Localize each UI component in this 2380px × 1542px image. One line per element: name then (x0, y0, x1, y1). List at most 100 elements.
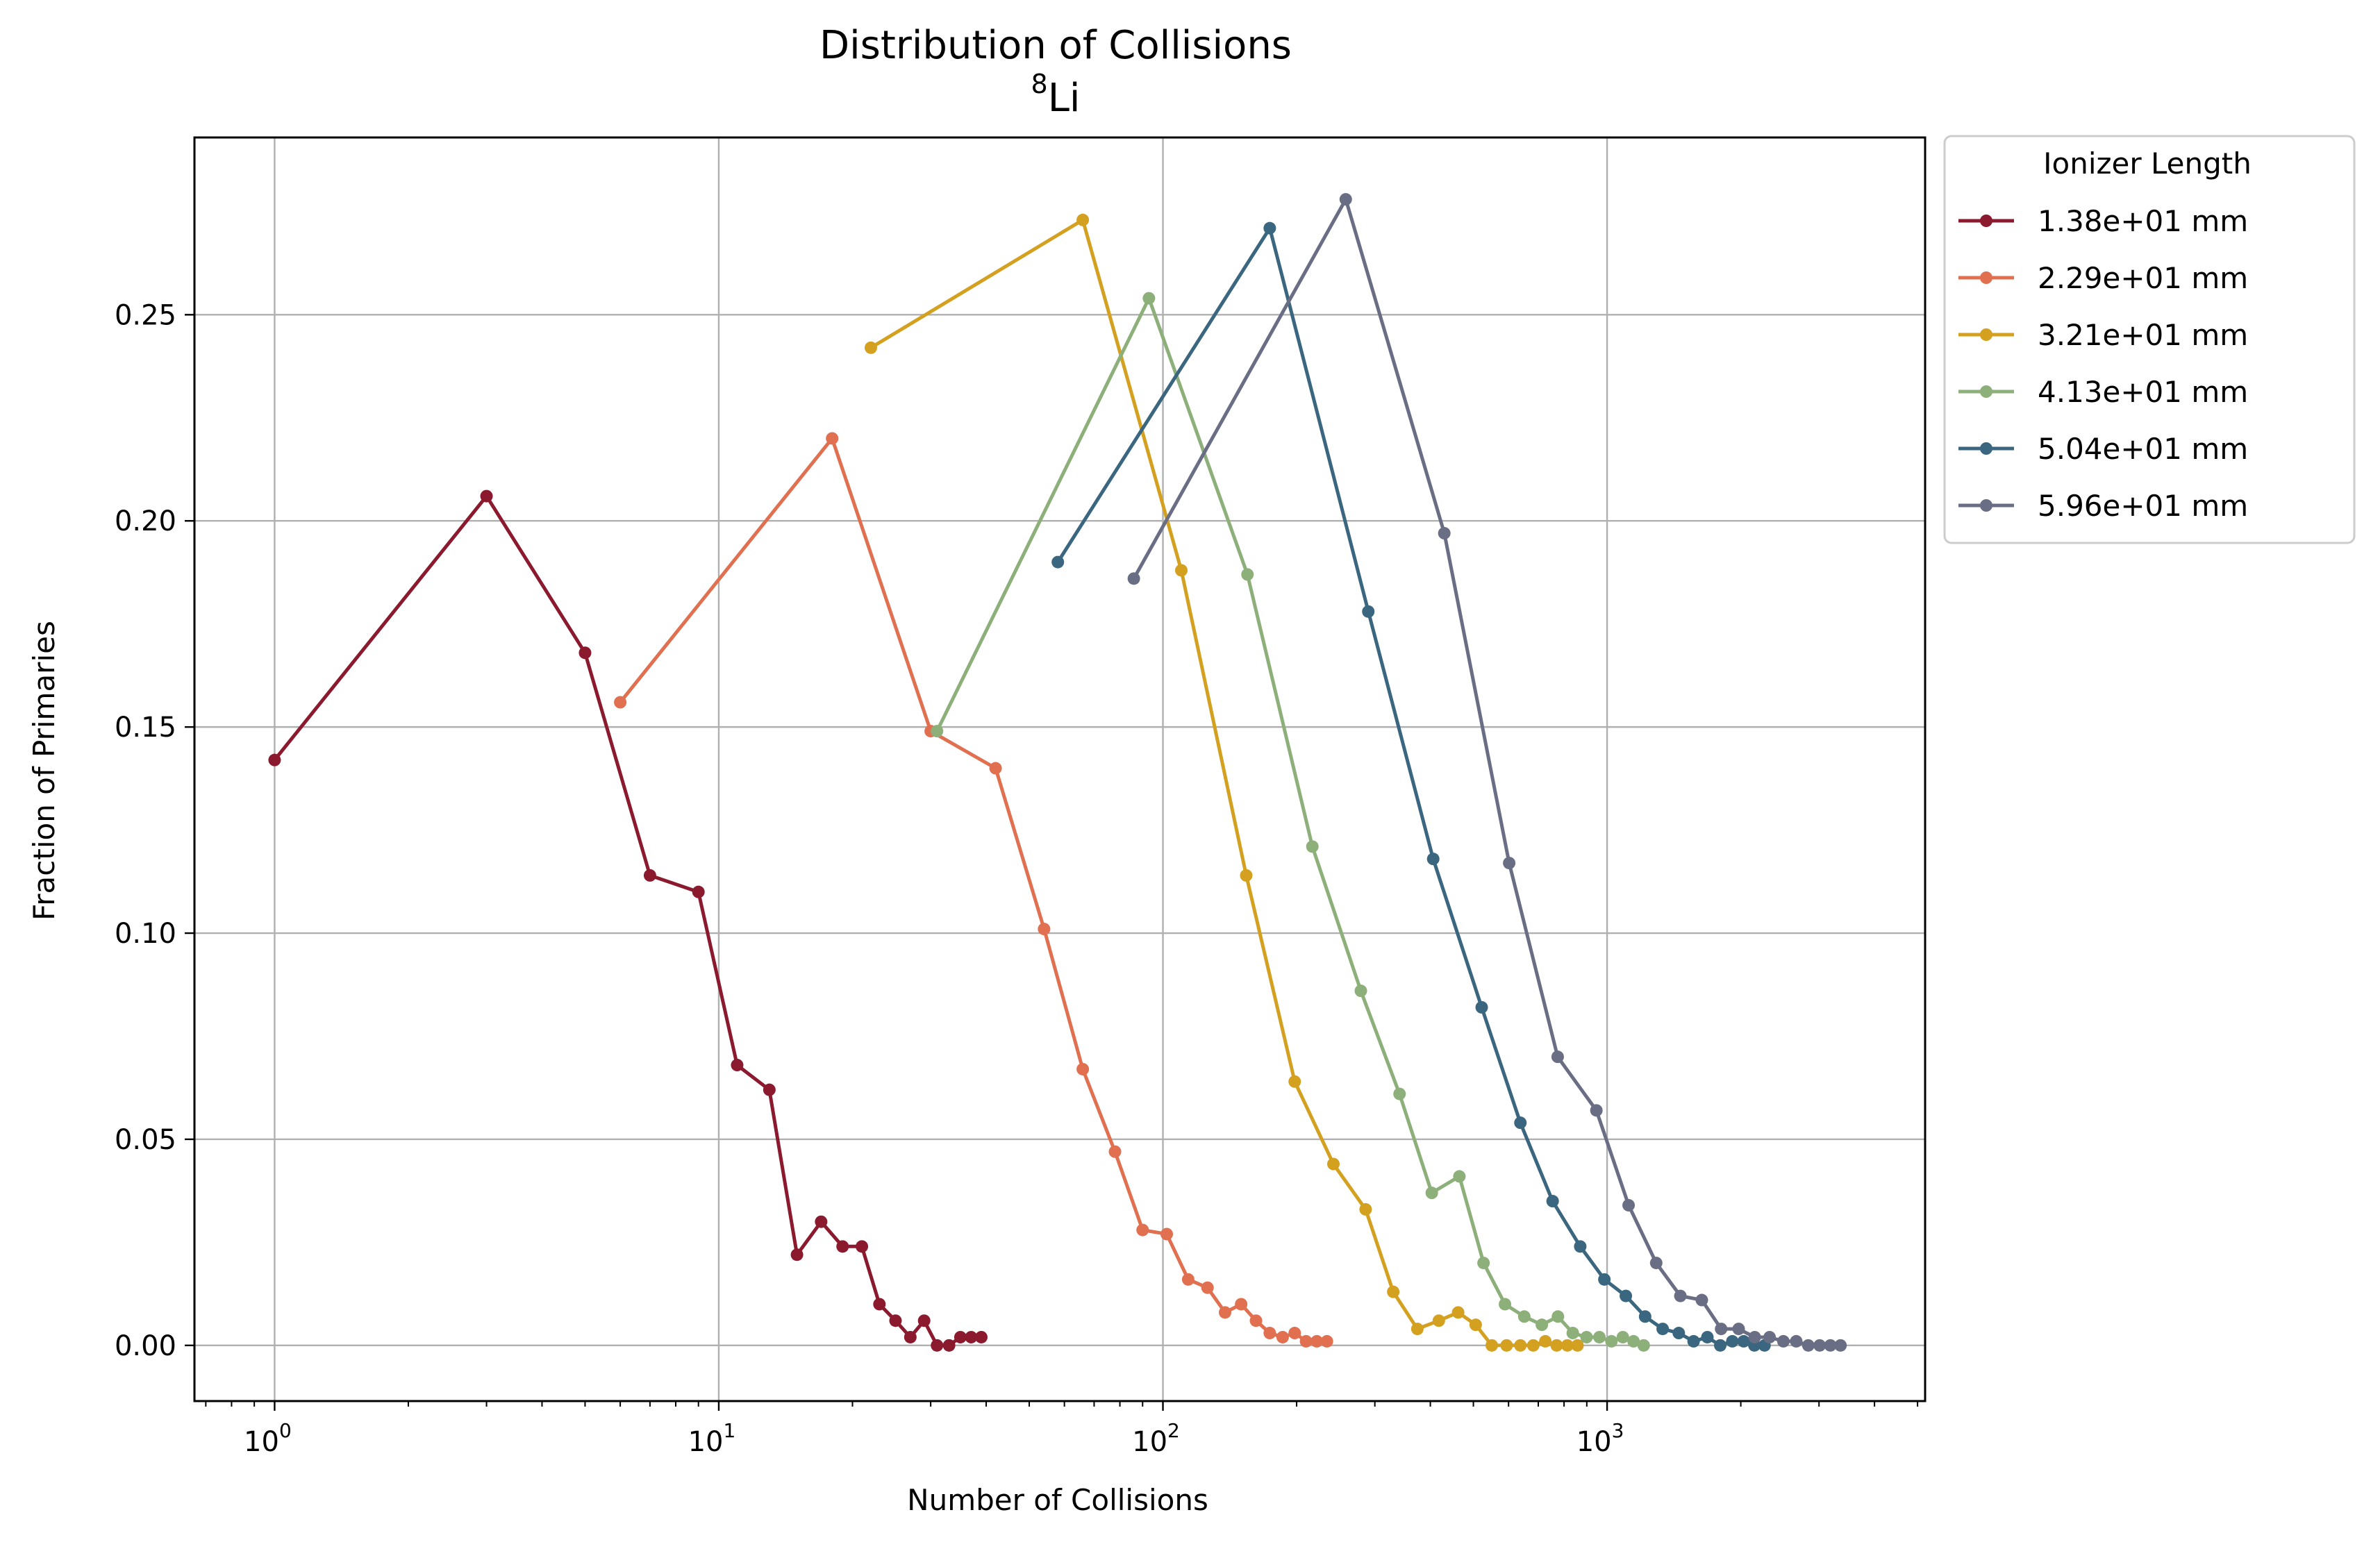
data-point (1174, 564, 1188, 577)
data-point (1218, 1306, 1231, 1319)
data-point (856, 1240, 869, 1253)
data-point (1790, 1334, 1803, 1348)
data-point (1320, 1334, 1333, 1348)
data-point (1387, 1285, 1400, 1298)
y-axis-ticks: 0.00 0.05 0.10 0.15 0.20 0.25 (115, 299, 194, 1362)
series-6 (1127, 193, 1847, 1352)
data-point (1622, 1198, 1636, 1212)
data-point (614, 696, 627, 709)
data-point (1136, 1223, 1149, 1237)
x-tick-label: 101 (688, 1419, 736, 1458)
data-point (1748, 1330, 1761, 1343)
data-point (1593, 1330, 1606, 1343)
data-point (1425, 1187, 1438, 1200)
data-point (942, 1339, 956, 1352)
data-point (1310, 1334, 1324, 1348)
data-point (826, 432, 839, 445)
data-point (1649, 1257, 1663, 1270)
data-point (989, 762, 1002, 775)
data-point (1674, 1289, 1687, 1302)
data-point (1763, 1330, 1776, 1343)
data-point (1656, 1323, 1670, 1336)
x-axis-label: Number of Collisions (907, 1483, 1208, 1517)
data-point (1362, 605, 1375, 618)
data-point (1801, 1339, 1815, 1352)
legend-entry: 2.29e+01 mm (1958, 261, 2248, 295)
plot-frame (193, 136, 1927, 1402)
data-point (1240, 869, 1253, 882)
data-point (1453, 1170, 1466, 1183)
data-point (1486, 1339, 1499, 1352)
legend-label: 5.04e+01 mm (2038, 432, 2248, 466)
data-point (931, 725, 944, 738)
series-2 (614, 432, 1333, 1348)
data-point (1503, 857, 1516, 870)
data-point (1393, 1087, 1406, 1100)
data-point (1605, 1334, 1618, 1348)
legend-swatch-marker (1980, 385, 1992, 398)
data-point (1701, 1330, 1714, 1343)
data-point (1539, 1334, 1552, 1348)
data-point (1824, 1339, 1837, 1352)
legend-label: 1.38e+01 mm (2038, 204, 2248, 238)
legend-box (1943, 135, 2356, 544)
data-point (815, 1215, 828, 1228)
data-point (965, 1330, 978, 1343)
data-point (954, 1330, 967, 1343)
data-point (763, 1083, 776, 1096)
data-point (1687, 1334, 1700, 1348)
data-point (1438, 527, 1451, 540)
series-4 (931, 292, 1650, 1352)
data-point (731, 1059, 744, 1072)
data-point (643, 869, 656, 882)
data-point (1354, 984, 1367, 998)
data-point (1475, 1000, 1488, 1014)
series-layer (268, 193, 1847, 1352)
y-tick-label: 0.25 (115, 299, 176, 331)
data-point (1566, 1327, 1579, 1340)
data-point (1726, 1334, 1739, 1348)
data-point (1076, 213, 1090, 226)
data-point (1499, 1298, 1512, 1311)
data-point (904, 1330, 917, 1343)
x-tick-label-exponent: 2 (1167, 1419, 1180, 1442)
data-point (1580, 1330, 1593, 1343)
legend-swatch-marker (1980, 271, 1992, 284)
data-point (1263, 1327, 1276, 1340)
data-point (1514, 1339, 1527, 1352)
data-point (1695, 1293, 1708, 1307)
x-tick-label-base: 10 (688, 1426, 724, 1458)
legend-label: 4.13e+01 mm (2038, 375, 2248, 409)
y-tick-label: 0.15 (115, 712, 176, 744)
data-point (1514, 1116, 1527, 1130)
chart-subtitle-superscript: 8 (1031, 69, 1048, 99)
data-point (1288, 1327, 1301, 1340)
data-point (974, 1330, 988, 1343)
chart-subtitle-text: Li (1048, 76, 1081, 121)
data-point (1288, 1075, 1301, 1088)
data-point (1526, 1339, 1540, 1352)
data-point (1620, 1289, 1633, 1302)
data-point (836, 1240, 849, 1253)
data-point (1590, 1104, 1603, 1117)
data-point (1142, 292, 1156, 305)
legend-swatch-marker (1980, 328, 1992, 341)
legend-label: 2.29e+01 mm (2038, 261, 2248, 295)
data-point (1500, 1339, 1513, 1352)
x-tick-label-exponent: 1 (724, 1419, 736, 1442)
data-point (917, 1314, 931, 1327)
data-point (1637, 1339, 1650, 1352)
data-point (1299, 1334, 1313, 1348)
series-1 (268, 489, 988, 1352)
data-point (480, 489, 493, 503)
data-point (1551, 1310, 1565, 1323)
data-point (1051, 555, 1065, 569)
legend-entries: 1.38e+01 mm 2.29e+01 mm 3.21e+01 mm 4.13e+0… (1958, 204, 2248, 523)
data-point (1551, 1050, 1564, 1064)
data-point (1732, 1323, 1745, 1336)
data-point (1263, 221, 1276, 235)
x-tick-label-exponent: 3 (1612, 1419, 1624, 1442)
data-point (1627, 1334, 1640, 1348)
data-point (1339, 193, 1352, 206)
